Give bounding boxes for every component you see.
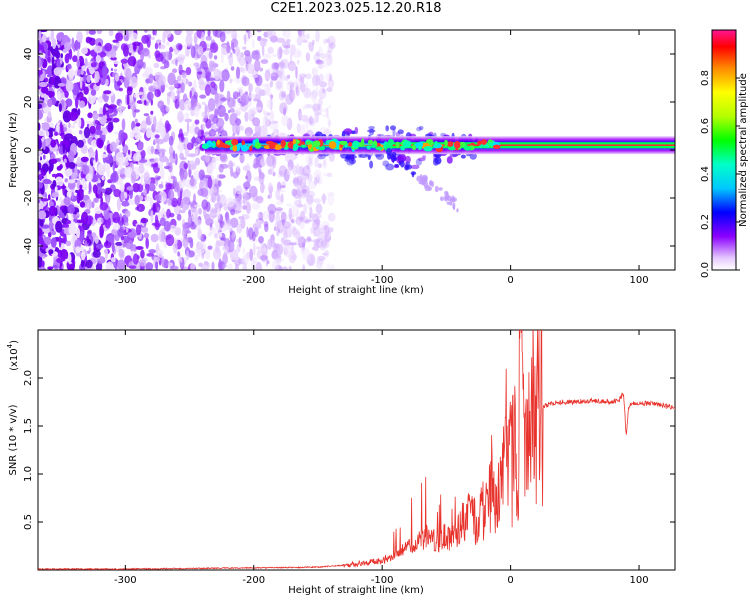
spectrogram-x-tick-label: -200: [242, 275, 265, 286]
snr-x-tick-label: -100: [371, 575, 394, 586]
spectrogram-y-axis-label: Frequency (Hz): [8, 112, 19, 188]
spectrogram-y-tick-label: 0: [23, 147, 34, 153]
colorbar-tick-label: 0.0: [700, 262, 711, 278]
signal-band-peak: [384, 144, 675, 146]
spectrogram-y-tick-label: 40: [23, 48, 34, 61]
chart-title: C2E1.2023.025.12.20.R18: [270, 1, 442, 16]
spectrogram-y-tick-label: 20: [23, 96, 34, 109]
snr-y-tick-label: 1.0: [23, 466, 34, 482]
spectrogram-x-tick-label: -100: [371, 275, 394, 286]
snr-y-multiplier: (x104): [6, 340, 20, 371]
snr-frame: [37, 329, 676, 571]
spectrogram-y-tick-label: -40: [23, 238, 34, 254]
colorbar-tick-label: 0.4: [700, 166, 711, 182]
snr-y-tick-label: 2.0: [23, 370, 34, 386]
colorbar-tick-label: 0.2: [700, 214, 711, 230]
colorbar-tick-label: 0.8: [700, 70, 711, 86]
snr-y-tick-label: 1.5: [23, 418, 34, 434]
spectrogram-y-tick-label: -20: [23, 190, 34, 206]
spectrogram-heatmap: [38, 30, 675, 270]
colorbar-gradient: [711, 29, 737, 271]
colorbar-tick-label: 0.6: [700, 118, 711, 134]
spectrogram-x-axis-label: Height of straight line (km): [288, 285, 424, 296]
spectrogram-x-tick-label: 0: [507, 275, 513, 286]
snr-x-axis-label: Height of straight line (km): [288, 585, 424, 596]
svg-text:(x104): (x104): [6, 340, 20, 371]
snr-x-tick-label: 100: [629, 575, 648, 586]
snr-x-tick-label: 0: [507, 575, 513, 586]
colorbar: 0.0 0.2 0.4 0.6 0.8 Normalized spectral ampl…: [700, 29, 749, 278]
spectrogram-x-tick-label: -300: [114, 275, 137, 286]
spectrogram-x-tick-label: 100: [629, 275, 648, 286]
snr-panel: -300 -200 -100 0 100 0.5 1.0 1.5 2.0 Height of …: [6, 329, 676, 596]
snr-y-axis-label: SNR (10 * v/v): [8, 404, 19, 475]
snr-x-tick-label: -300: [114, 575, 137, 586]
snr-series-line: [38, 330, 675, 570]
snr-x-tick-label: -200: [242, 575, 265, 586]
colorbar-label: Normalized spectral amplitude: [738, 73, 749, 227]
snr-y-tick-label: 0.5: [23, 514, 34, 530]
